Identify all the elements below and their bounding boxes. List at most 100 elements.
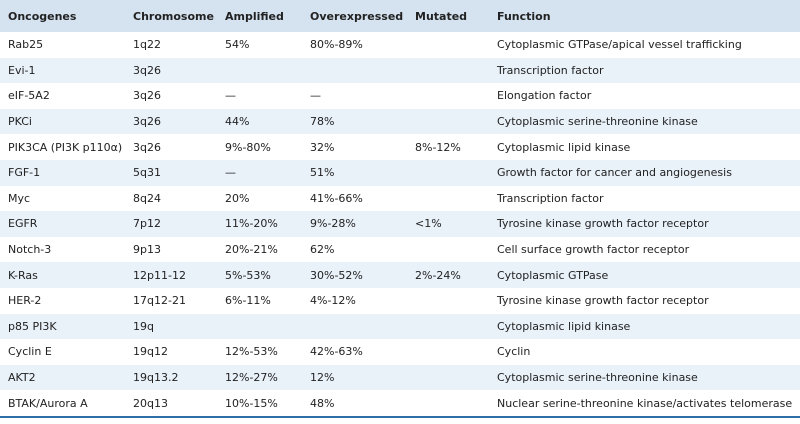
header-cell: Chromosome: [125, 0, 217, 32]
table-cell: 19q12: [133, 345, 168, 359]
table-cell: K-Ras: [8, 268, 38, 282]
table-cell: Cytoplasmic GTPase: [497, 268, 609, 282]
table-cell: PIK3CA (PI3K p110α): [8, 140, 123, 154]
table-cell: 4%-12%: [310, 294, 356, 308]
table-cell: 5q31: [133, 166, 161, 180]
table-row: p85 PI3K 19q Cytoplasmic lipid kinase: [0, 313, 800, 340]
table-cell: 54%: [225, 38, 250, 52]
table-cell: Cytoplasmic lipid kinase: [497, 140, 631, 154]
table-cell: Myc: [8, 191, 31, 205]
table-cell: Rab25: [8, 38, 44, 52]
table-cell: [407, 32, 489, 58]
table-cell: [407, 339, 489, 365]
table-cell: Tyrosine kinase growth factor receptor: [497, 217, 709, 231]
table-row: EGFR 7p12 11%-20% 9%-28% <1% Tyrosine kinase …: [0, 211, 800, 237]
table-cell: 8q24: [133, 191, 161, 205]
table-cell: [407, 160, 489, 186]
table-cell: HER-2: [8, 294, 42, 308]
header-cell: Mutated: [407, 0, 489, 32]
table-cell: 5%-53%: [225, 268, 271, 282]
table-cell: Cyclin E: [8, 345, 52, 359]
table-cell: 51%: [310, 166, 335, 180]
table-row: K-Ras 12p11-12 5%-53% 30%-52% 2%-24% Cytoplas…: [0, 262, 800, 288]
table-cell: 30%-52%: [310, 268, 363, 282]
table-cell: [407, 288, 489, 314]
header-cell: Overexpressed: [302, 0, 407, 32]
table-cell: Cytoplasmic GTPase/apical vessel traffic…: [497, 38, 742, 52]
table-cell: 78%: [310, 115, 335, 129]
table-cell: Elongation factor: [497, 89, 592, 103]
table-cell: 6%-11%: [225, 294, 271, 308]
header-cell: Function: [489, 0, 800, 32]
table-cell: 3q26: [133, 115, 161, 129]
table-cell: [407, 109, 489, 135]
table-cell: 9%-28%: [310, 217, 356, 231]
table-cell: Transcription factor: [497, 191, 604, 205]
table-cell: 11%-20%: [225, 217, 278, 231]
table-cell: 3q26: [133, 140, 161, 154]
table-cell: 20%-21%: [225, 243, 278, 257]
table-cell: AKT2: [8, 371, 36, 385]
table-cell: 9p13: [133, 243, 161, 257]
table-cell: [407, 390, 489, 417]
table-cell: 9%-80%: [225, 140, 271, 154]
table-cell: [407, 83, 489, 109]
table-cell: 20q13: [133, 396, 168, 410]
table-row: PKCi 3q26 44% 78% Cytoplasmic serine-threoni…: [0, 108, 800, 135]
table-row: Cyclin E 19q12 12%-53% 42%-63% Cyclin: [0, 339, 800, 365]
table-cell: [217, 314, 302, 340]
table-cell: Notch-3: [8, 243, 52, 257]
table-cell: Cytoplasmic serine-threonine kinase: [497, 115, 698, 129]
table-cell: [407, 237, 489, 263]
table-row: Notch-3 9p13 20%-21% 62% Cell surface growth…: [0, 237, 800, 263]
table-cell: BTAK/Aurora A: [8, 396, 88, 410]
table-cell: 8%-12%: [415, 140, 461, 154]
table-row: FGF-1 5q31 — 51% Growth factor for cancer an…: [0, 159, 800, 186]
table-cell: Nuclear serine-threonine kinase/activate…: [497, 396, 793, 410]
table-row: Evi-1 3q26 Transcription factor: [0, 57, 800, 84]
table-cell: 12p11-12: [133, 268, 186, 282]
table-cell: Evi-1: [8, 63, 36, 77]
table-row: HER-2 17q12-21 6%-11% 4%-12% Tyrosine kinase…: [0, 288, 800, 314]
table-cell: 20%: [225, 191, 250, 205]
table-cell: Tyrosine kinase growth factor receptor: [497, 294, 709, 308]
table-cell: 1q22: [133, 38, 161, 52]
table-cell: 19q: [133, 319, 154, 333]
table-cell: [302, 314, 407, 340]
table-cell: [217, 58, 302, 84]
table-cell: 32%: [310, 140, 335, 154]
header-cell: Amplified: [217, 0, 302, 32]
table-cell: 80%-89%: [310, 38, 363, 52]
table-cell: 3q26: [133, 89, 161, 103]
table-row: AKT2 19q13.2 12%-27% 12% Cytoplasmic serine-…: [0, 364, 800, 391]
table-row: Rab25 1q22 54% 80%-89% Cytoplasmic GTPase/ap…: [0, 32, 800, 58]
table-cell: 17q12-21: [133, 294, 186, 308]
table-cell: <1%: [415, 217, 442, 231]
table-cell: [407, 186, 489, 212]
table-cell: —: [225, 166, 236, 180]
table-cell: 12%: [310, 371, 335, 385]
table-cell: Cyclin: [497, 345, 531, 359]
table-cell: 10%-15%: [225, 396, 278, 410]
table-cell: EGFR: [8, 217, 38, 231]
table-cell: [407, 314, 489, 340]
table-row: PIK3CA (PI3K p110α) 3q26 9%-80% 32% 8%-12% Cy…: [0, 134, 800, 160]
table-cell: FGF-1: [8, 166, 41, 180]
table-cell: 42%-63%: [310, 345, 363, 359]
table-cell: Cytoplasmic serine-threonine kinase: [497, 371, 698, 385]
header-cell: Oncogenes: [0, 0, 125, 32]
table-cell: [407, 365, 489, 391]
table-cell: 48%: [310, 396, 335, 410]
table-row: eIF-5A2 3q26 — — Elongation factor: [0, 83, 800, 109]
table-cell: —: [225, 89, 236, 103]
table-cell: 7p12: [133, 217, 161, 231]
table-cell: Cytoplasmic lipid kinase: [497, 319, 631, 333]
table-cell: p85 PI3K: [8, 319, 57, 333]
table-cell: Growth factor for cancer and angiogenesi…: [497, 166, 732, 180]
table-body: Rab25 1q22 54% 80%-89% Cytoplasmic GTPase/ap…: [0, 32, 800, 417]
table-cell: eIF-5A2: [8, 89, 50, 103]
table-cell: 2%-24%: [415, 268, 461, 282]
table-row: BTAK/Aurora A 20q13 10%-15% 48% Nuclear seri…: [0, 390, 800, 417]
table-cell: [407, 58, 489, 84]
